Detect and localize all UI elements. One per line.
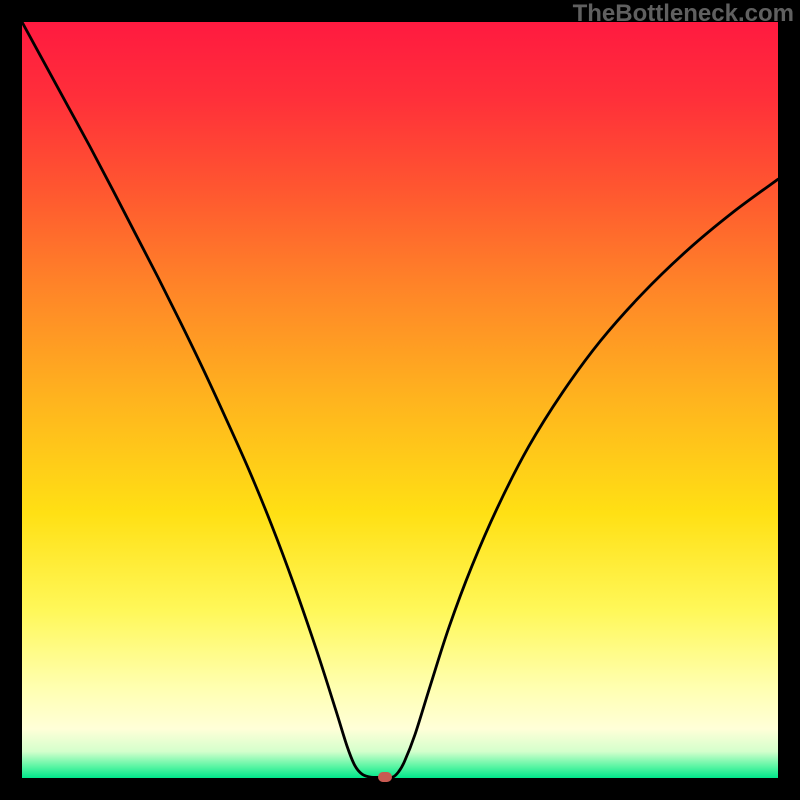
optimum-marker-icon — [377, 772, 392, 783]
plot-area — [22, 22, 778, 778]
curve-layer — [22, 22, 778, 778]
chart-frame: TheBottleneck.com — [0, 0, 800, 800]
bottleneck-curve — [22, 22, 778, 778]
watermark-text: TheBottleneck.com — [573, 0, 800, 28]
